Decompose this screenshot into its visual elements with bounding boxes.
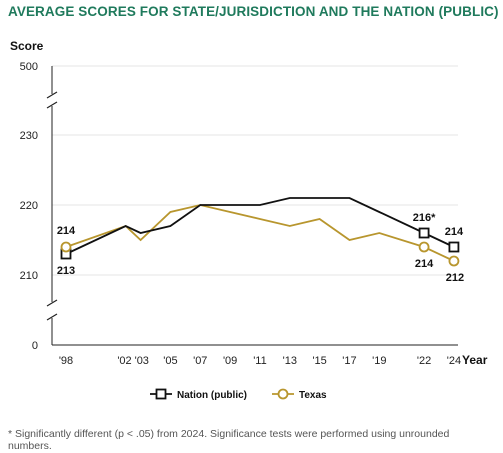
- x-tick-24: '24: [447, 355, 461, 367]
- nation-marker: [418, 227, 430, 239]
- axis-break-mark: [46, 299, 58, 307]
- x-tick-03: '03: [135, 355, 149, 367]
- data-label: 214: [415, 258, 434, 270]
- line-chart: Score 500 230 220 210 0 '98 '02 '03 '05 '07 '09 '11 '…: [10, 39, 488, 401]
- x-tick-07: '07: [193, 355, 207, 367]
- series-line-nation-public: [65, 197, 455, 255]
- y-tick-230: 230: [20, 130, 38, 142]
- x-tick-02: '02: [117, 355, 131, 367]
- axis-break-mark: [46, 91, 58, 99]
- data-label: 212: [446, 272, 464, 284]
- x-tick-09: '09: [223, 355, 237, 367]
- texas-marker: [60, 241, 72, 253]
- y-tick-210: 210: [20, 270, 38, 282]
- y-tick-500: 500: [20, 61, 38, 73]
- y-tick-220: 220: [20, 200, 38, 212]
- x-tick-17: '17: [342, 355, 356, 367]
- legend-label-nation: Nation (public): [177, 390, 247, 401]
- data-label: 214: [57, 225, 76, 237]
- x-tick-15: '15: [312, 355, 326, 367]
- texas-marker: [448, 255, 460, 267]
- data-label: 214: [445, 226, 464, 238]
- x-tick-22: '22: [417, 355, 431, 367]
- x-axis-title: Year: [462, 353, 488, 367]
- axis-break-mark: [46, 101, 58, 109]
- footnote: * Significantly different (p < .05) from…: [8, 428, 450, 452]
- x-tick-11: '11: [253, 355, 267, 367]
- nation-marker: [448, 241, 460, 253]
- data-label: 216*: [413, 212, 436, 224]
- legend-marker-nation: [155, 388, 167, 400]
- x-tick-05: '05: [163, 355, 177, 367]
- legend-label-texas: Texas: [299, 390, 327, 401]
- data-label: 213: [57, 265, 75, 277]
- y-axis-title: Score: [10, 39, 44, 53]
- texas-marker: [418, 241, 430, 253]
- x-tick-13: '13: [283, 355, 297, 367]
- chart-title: AVERAGE SCORES FOR STATE/JURISDICTION AN…: [8, 4, 499, 19]
- axis-break-mark: [46, 313, 58, 321]
- legend-marker-texas: [277, 388, 289, 400]
- x-tick-98: '98: [59, 355, 73, 367]
- y-tick-0: 0: [32, 340, 38, 352]
- x-tick-19: '19: [372, 355, 386, 367]
- series-line-texas: [65, 204, 455, 262]
